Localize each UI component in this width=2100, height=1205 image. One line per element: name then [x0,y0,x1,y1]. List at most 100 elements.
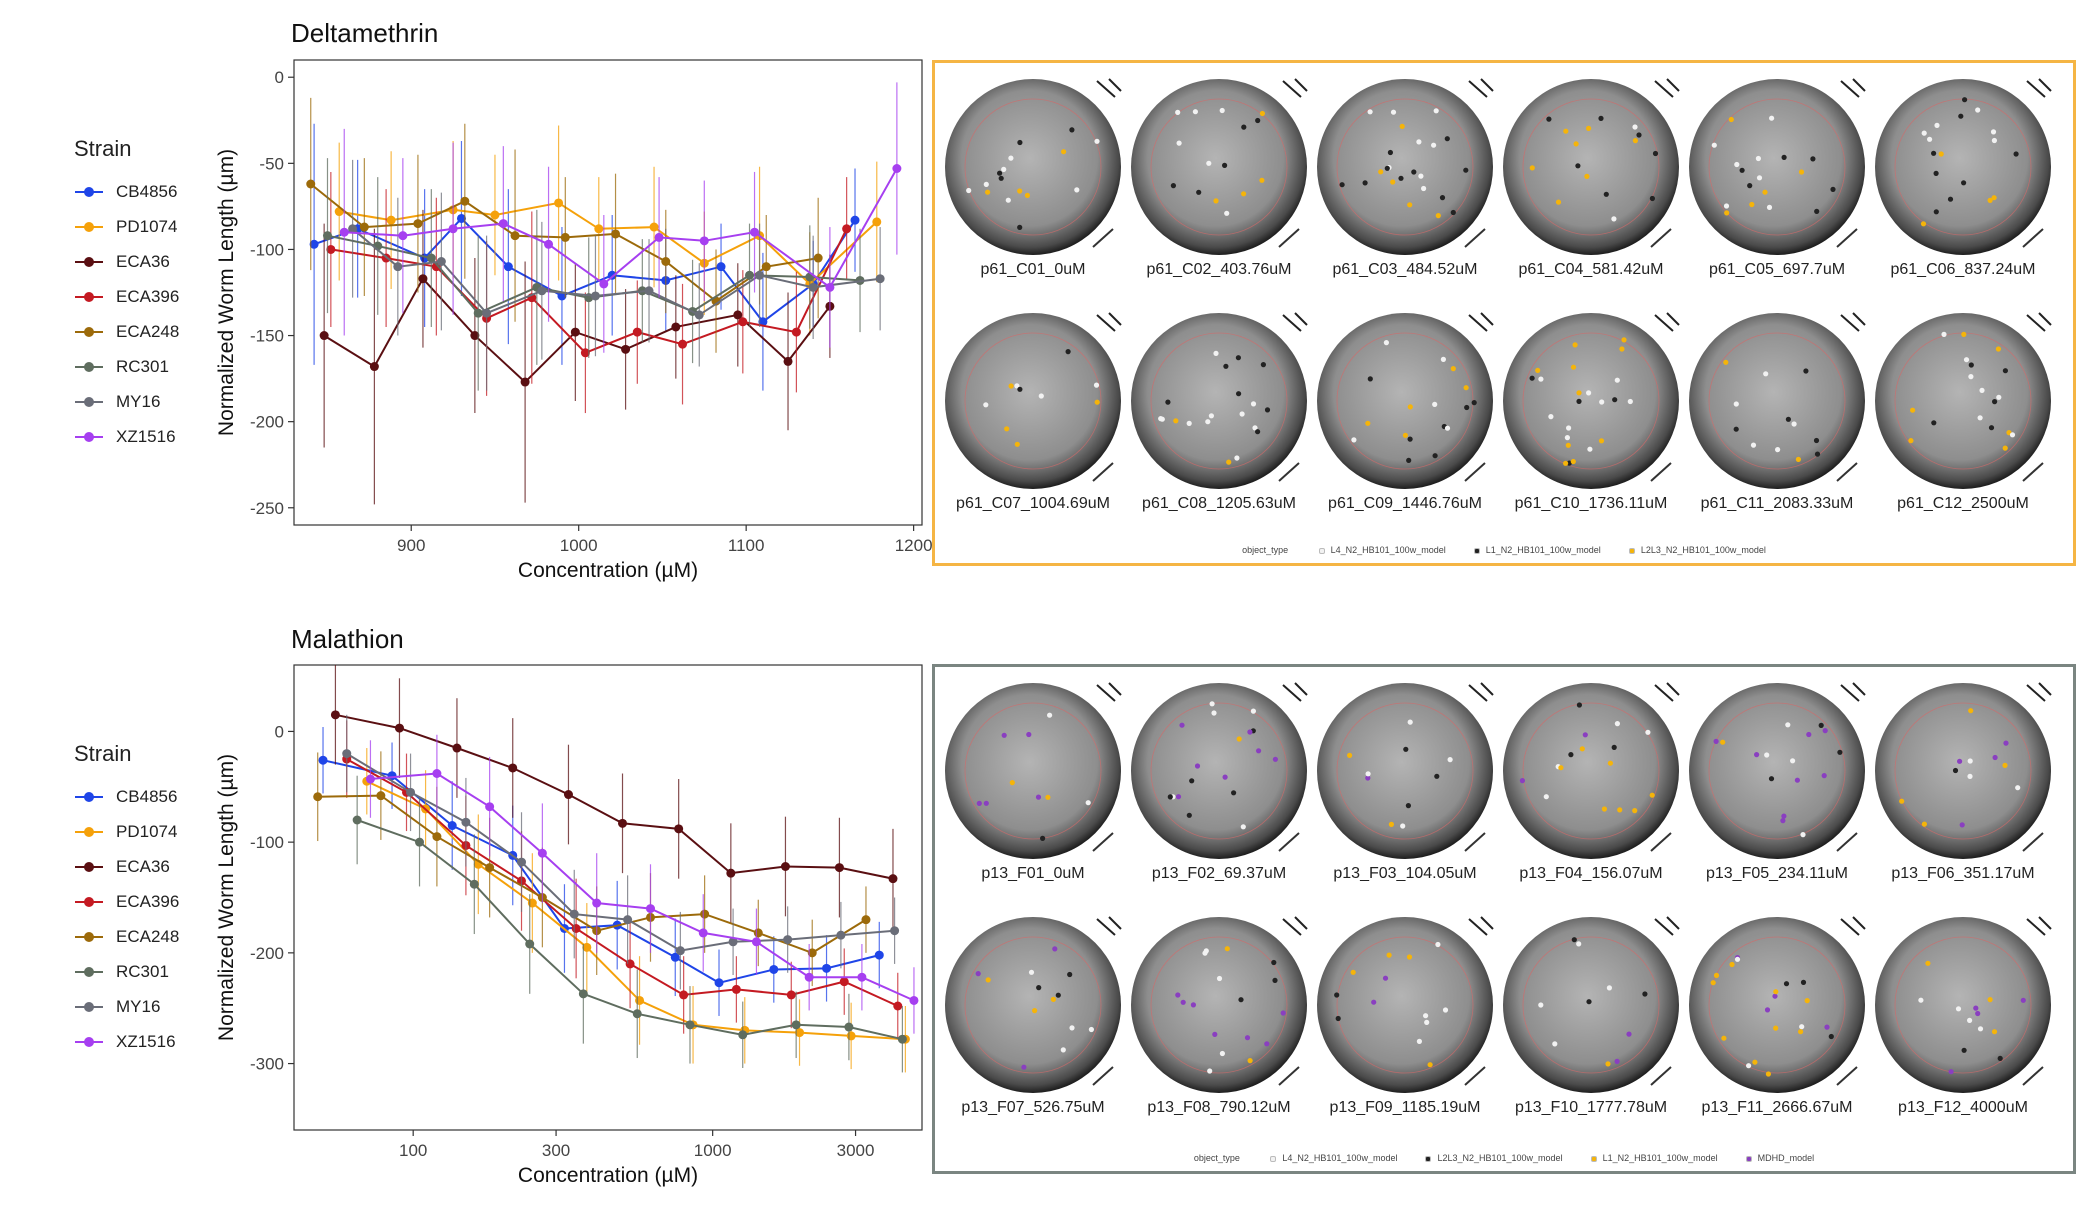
data-point [795,1028,805,1038]
legend-label: ECA396 [116,286,180,306]
data-point [592,898,602,908]
well-10: p61_C10_1736.11uM [1501,311,1681,512]
object-type-title: object_type [1242,545,1289,555]
data-point [755,270,765,280]
data-point [786,990,796,1000]
well-image [945,682,1122,859]
data-point [716,262,726,272]
data-point [625,959,635,969]
plot-area [293,664,923,1131]
well-label: p61_C07_1004.69uM [956,495,1110,512]
data-point [678,339,688,349]
data-point [571,924,581,933]
y-tick-label: -250 [250,499,284,518]
well-label: p13_F07_526.75uM [961,1099,1105,1116]
legend-label: RC301 [116,961,169,981]
well-image [1317,682,1494,859]
data-point [635,995,645,1005]
legend-label: RC301 [116,356,169,376]
well-image [945,312,1122,489]
data-point [728,937,738,947]
well-8: p61_C08_1205.63uM [1129,311,1309,512]
data-point [804,972,814,982]
deltamethrin-well-images: p61_C01_0uM p61_C02_403.76uM p61_C03_484.5… [932,60,2076,566]
x-tick-label: 1000 [560,536,598,555]
y-tick-label: 0 [275,722,284,741]
data-point [432,832,442,842]
data-point [909,995,919,1005]
legend-item-pd1074: PD1074 [74,814,179,849]
object-type-item: L1_N2_HB101_100w_model [1590,1153,1718,1163]
data-point [485,802,495,812]
well-image [1131,312,1308,489]
data-point [632,327,642,337]
data-point [582,942,592,952]
data-point [674,824,684,834]
data-point [318,755,328,765]
legend-item-eca36: ECA36 [74,244,179,279]
object-type-legend: object_type L4_N2_HB101_100w_model L2L3_N… [935,1153,2073,1163]
data-point [714,978,724,988]
well-11: p61_C11_2083.33uM [1687,311,1867,512]
object-type-item: L4_N2_HB101_100w_model [1270,1153,1397,1163]
legend-item-my16: MY16 [74,989,179,1024]
well-2: p61_C02_403.76uM [1129,77,1309,278]
malathion-chart: 0 -100 -200 -300 100 300 1000 3000 Concentration… [215,664,923,1187]
data-point [825,282,835,292]
data-point [469,879,479,889]
data-point [447,821,457,831]
series-my16 [348,159,885,391]
data-point [738,317,748,327]
object-type-item: MDHD_model [1745,1153,1814,1163]
data-point [890,926,900,936]
legend-key-pd1074 [75,221,103,232]
well-image [1503,312,1680,489]
series-eca36 [330,665,898,929]
object-type-label: L4_N2_HB101_100w_model [1330,545,1446,555]
well-4: p61_C04_581.42uM [1501,77,1681,278]
data-point [485,863,495,873]
well-12: p13_F12_4000uM [1873,915,2053,1116]
data-point [780,862,790,871]
data-point [645,904,655,914]
data-point [418,274,428,284]
well-image [1317,78,1494,255]
legend-item-xz1516: XZ1516 [74,419,179,454]
legend-key-eca36 [75,256,103,267]
data-point [700,909,710,919]
well-8: p13_F08_790.12uM [1129,915,1309,1116]
data-point [544,239,554,249]
chart-title-malathion: Malathion [291,624,404,654]
x-tick-label: 300 [542,1141,570,1160]
legend-item-xz1516: XZ1516 [74,1024,179,1059]
well-9: p13_F09_1185.19uM [1315,915,1495,1116]
data-point [807,948,817,958]
object-type-item: L1_N2_HB101_100w_model [1473,545,1601,555]
data-point [359,222,369,232]
data-point [554,198,564,208]
data-point [618,818,628,828]
legend-item-eca36: ECA36 [74,849,179,884]
well-3: p61_C03_484.52uM [1315,77,1495,278]
data-point [738,1030,748,1040]
well-image [1875,78,2052,255]
series-my16 [342,714,900,990]
data-point [649,222,659,232]
data-point [369,362,379,372]
data-point [670,952,680,962]
data-point [850,215,860,225]
legend-label: ECA248 [116,926,180,946]
well-7: p61_C07_1004.69uM [943,311,1123,512]
data-point [510,231,520,241]
legend-item-my16: MY16 [74,384,179,419]
legend-items: CB4856 PD1074 ECA36 ECA396 ECA248 RC301 MY16 XZ… [74,174,179,454]
object-type-legend: object_type L4_N2_HB101_100w_model L1_N2_… [935,545,2073,555]
data-point [751,937,761,947]
data-point [393,262,403,272]
data-point [342,749,352,759]
legend-item-rc301: RC301 [74,349,179,384]
data-point [432,769,442,778]
well-label: p13_F11_2666.67uM [1701,1099,1853,1116]
well-image [1503,78,1680,255]
data-point [520,377,530,387]
